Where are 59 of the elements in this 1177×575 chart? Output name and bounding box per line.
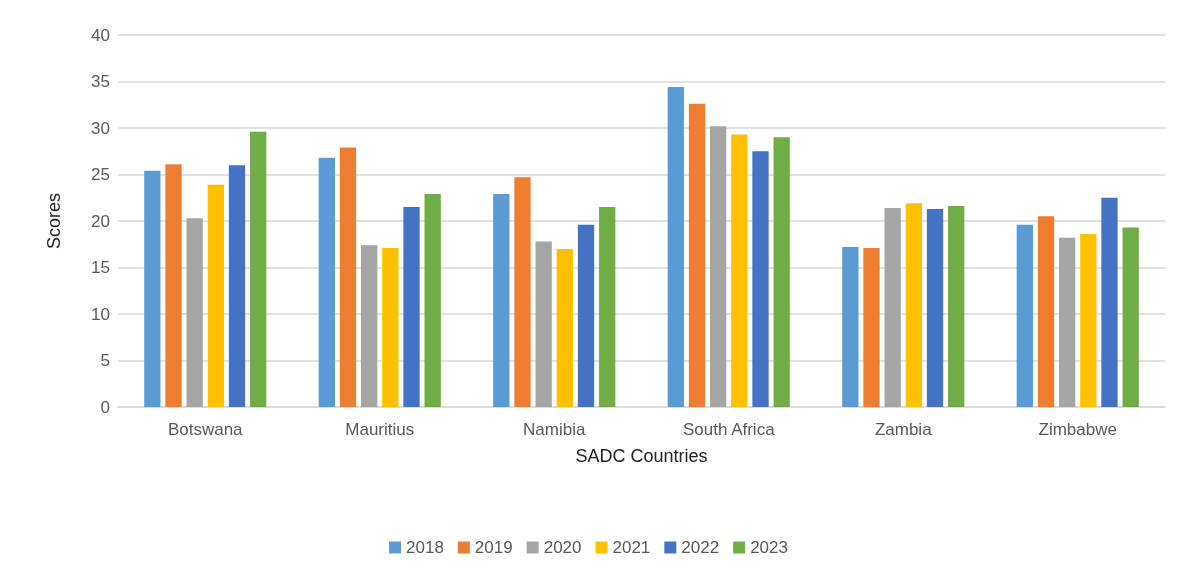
bar bbox=[514, 177, 531, 407]
bar bbox=[731, 134, 748, 407]
y-tick-label: 40 bbox=[91, 25, 110, 45]
x-tick-label: Botswana bbox=[167, 420, 244, 439]
y-axis-title: Scores bbox=[44, 192, 64, 250]
bar bbox=[382, 247, 399, 407]
y-tick-label: 5 bbox=[100, 351, 110, 370]
x-tick-label: Zimbabwe bbox=[1038, 420, 1117, 439]
bar bbox=[863, 247, 880, 407]
bar bbox=[250, 131, 267, 407]
bar bbox=[710, 126, 727, 407]
x-axis-title: SADC Countries bbox=[575, 446, 708, 466]
bar bbox=[228, 165, 246, 407]
bar bbox=[752, 151, 769, 407]
bar bbox=[1122, 227, 1139, 407]
bar bbox=[144, 170, 161, 407]
bar bbox=[773, 137, 790, 407]
bar bbox=[556, 248, 573, 407]
x-tick-label: Zambia bbox=[874, 420, 933, 439]
bar bbox=[424, 194, 441, 407]
bar bbox=[926, 208, 944, 407]
bar bbox=[599, 207, 616, 407]
bar bbox=[361, 245, 378, 407]
bar bbox=[186, 218, 203, 407]
bar bbox=[905, 203, 922, 407]
bar bbox=[318, 157, 335, 407]
y-tick-label: 10 bbox=[91, 304, 110, 324]
bar bbox=[948, 206, 965, 407]
bar bbox=[1037, 216, 1055, 407]
legend-label: 2022 bbox=[681, 538, 720, 557]
bar bbox=[1059, 237, 1076, 407]
bar bbox=[667, 87, 684, 407]
bar bbox=[165, 164, 182, 407]
bar bbox=[1101, 197, 1118, 407]
legend-label: 2019 bbox=[474, 538, 513, 557]
x-tick-label: Namibia bbox=[523, 420, 586, 439]
bar bbox=[577, 224, 595, 407]
y-tick-label: 20 bbox=[91, 211, 110, 231]
legend-label: 2020 bbox=[543, 538, 582, 557]
y-tick-label: 0 bbox=[100, 397, 110, 417]
x-tick-label: South Africa bbox=[682, 420, 776, 439]
y-tick-label: 35 bbox=[91, 72, 110, 91]
bar bbox=[884, 207, 901, 407]
bar bbox=[339, 147, 357, 407]
bar bbox=[1016, 224, 1033, 407]
bar bbox=[1080, 234, 1097, 407]
bar bbox=[842, 247, 859, 407]
bar bbox=[493, 194, 510, 407]
bar bbox=[535, 241, 552, 407]
y-tick-label: 30 bbox=[91, 118, 110, 138]
bar bbox=[403, 207, 420, 407]
x-tick-label: Mauritius bbox=[345, 420, 415, 439]
bar bbox=[688, 103, 706, 407]
y-tick-label: 25 bbox=[91, 165, 110, 184]
y-tick-label: 15 bbox=[91, 258, 110, 277]
legend-label: 2023 bbox=[750, 538, 788, 557]
legend-label: 2021 bbox=[612, 538, 651, 557]
legend-label: 2018 bbox=[406, 538, 444, 557]
bar bbox=[207, 184, 224, 407]
